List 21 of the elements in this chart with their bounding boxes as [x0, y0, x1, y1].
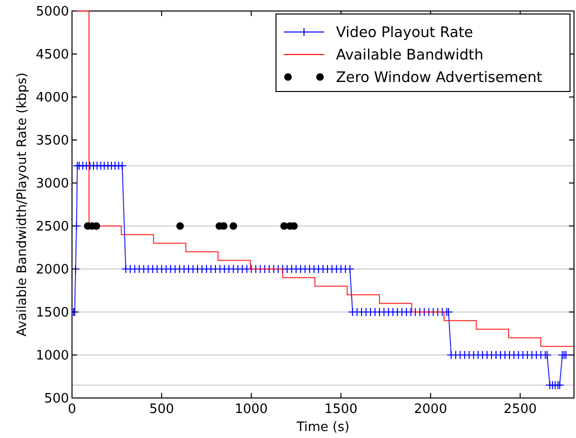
- x-tick-label: 2000: [414, 402, 448, 417]
- y-tick-label: 2500: [36, 220, 69, 234]
- y-tick-label: 4500: [36, 48, 69, 62]
- legend-label: Video Playout Rate: [336, 25, 474, 41]
- legend-label: Available Bandwidth: [336, 48, 484, 64]
- y-tick-label: 4000: [36, 90, 69, 106]
- x-tick-label: 1000: [234, 402, 268, 417]
- x-axis-title: Time (s): [296, 420, 350, 435]
- y-tick-label: 1500: [36, 306, 69, 320]
- y-axis-title: Available Bandwidth/Playout Rate (kbps): [15, 72, 30, 336]
- y-tick-label: 3000: [36, 176, 69, 192]
- x-tick-label: 1500: [324, 402, 358, 417]
- y-tick-label: 1000: [36, 348, 69, 364]
- y-tick-label: 3500: [36, 134, 69, 148]
- legend-label: Zero Window Advertisement: [336, 70, 543, 86]
- y-tick-label: 5000: [36, 4, 69, 20]
- y-tick-label: 2000: [36, 262, 69, 278]
- x-tick-label: 500: [149, 402, 174, 417]
- y-tick-label: 500: [44, 392, 69, 406]
- x-tick-label: 0: [68, 402, 76, 417]
- x-tick-label: 2500: [504, 402, 537, 417]
